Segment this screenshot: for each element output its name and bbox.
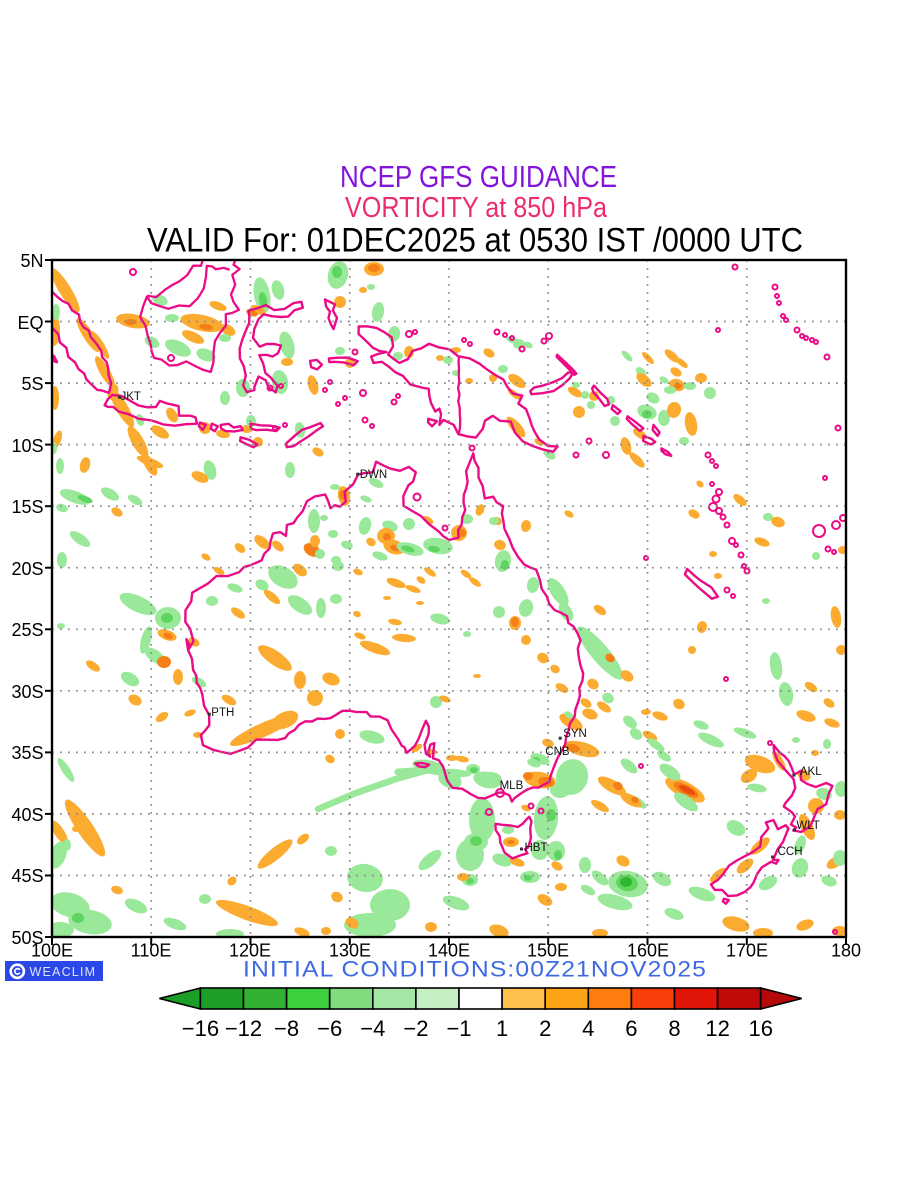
svg-text:6: 6 (625, 1016, 637, 1041)
svg-text:−16: −16 (182, 1016, 219, 1041)
svg-text:4: 4 (582, 1016, 594, 1041)
svg-text:50S: 50S (11, 928, 43, 948)
svg-text:160E: 160E (627, 941, 669, 961)
svg-text:AKL: AKL (800, 766, 822, 778)
svg-text:5N: 5N (20, 251, 43, 271)
svg-text:10S: 10S (11, 436, 43, 456)
svg-text:NCEP GFS GUIDANCE: NCEP GFS GUIDANCE (340, 159, 617, 194)
svg-text:40S: 40S (11, 805, 43, 825)
svg-text:MLB: MLB (500, 780, 524, 792)
svg-text:25S: 25S (11, 620, 43, 640)
svg-text:150E: 150E (527, 941, 569, 961)
svg-text:16: 16 (748, 1016, 772, 1041)
svg-text:−4: −4 (360, 1016, 385, 1041)
svg-text:−2: −2 (403, 1016, 428, 1041)
svg-text:12: 12 (705, 1016, 729, 1041)
svg-text:CCH: CCH (778, 846, 803, 858)
svg-text:−12: −12 (225, 1016, 262, 1041)
svg-text:JKT: JKT (121, 391, 141, 403)
svg-text:PTH: PTH (211, 707, 234, 719)
svg-text:130E: 130E (329, 941, 371, 961)
svg-text:VALID For: 01DEC2025 at 0530 I: VALID For: 01DEC2025 at 0530 IST /0000 U… (147, 222, 803, 260)
svg-text:1: 1 (496, 1016, 508, 1041)
svg-text:15S: 15S (11, 497, 43, 517)
svg-text:WLT: WLT (796, 820, 819, 832)
svg-text:110E: 110E (131, 941, 172, 961)
svg-text:EQ: EQ (17, 313, 43, 333)
svg-text:180: 180 (831, 941, 861, 961)
svg-text:2: 2 (539, 1016, 551, 1041)
svg-text:8: 8 (668, 1016, 680, 1041)
svg-text:45S: 45S (11, 866, 43, 886)
svg-text:INITIAL CONDITIONS:00Z21NOV202: INITIAL CONDITIONS:00Z21NOV2025 (243, 957, 707, 982)
svg-text:−1: −1 (446, 1016, 471, 1041)
svg-text:−6: −6 (317, 1016, 342, 1041)
svg-text:120E: 120E (229, 941, 271, 961)
svg-text:140E: 140E (428, 941, 470, 961)
svg-text:35S: 35S (11, 743, 43, 763)
svg-text:20S: 20S (11, 559, 43, 579)
svg-text:SYN: SYN (563, 728, 587, 740)
svg-text:DWN: DWN (360, 469, 387, 481)
svg-text:170E: 170E (726, 941, 768, 961)
svg-text:VORTICITY at 850 hPa: VORTICITY at 850 hPa (345, 192, 608, 224)
svg-text:−8: −8 (274, 1016, 299, 1041)
svg-text:5S: 5S (21, 374, 43, 394)
svg-text:WEACLIM: WEACLIM (30, 965, 97, 979)
svg-text:30S: 30S (11, 682, 43, 702)
svg-text:100E: 100E (31, 941, 73, 961)
svg-text:CNB: CNB (545, 746, 570, 758)
svg-text:HBT: HBT (525, 842, 548, 854)
